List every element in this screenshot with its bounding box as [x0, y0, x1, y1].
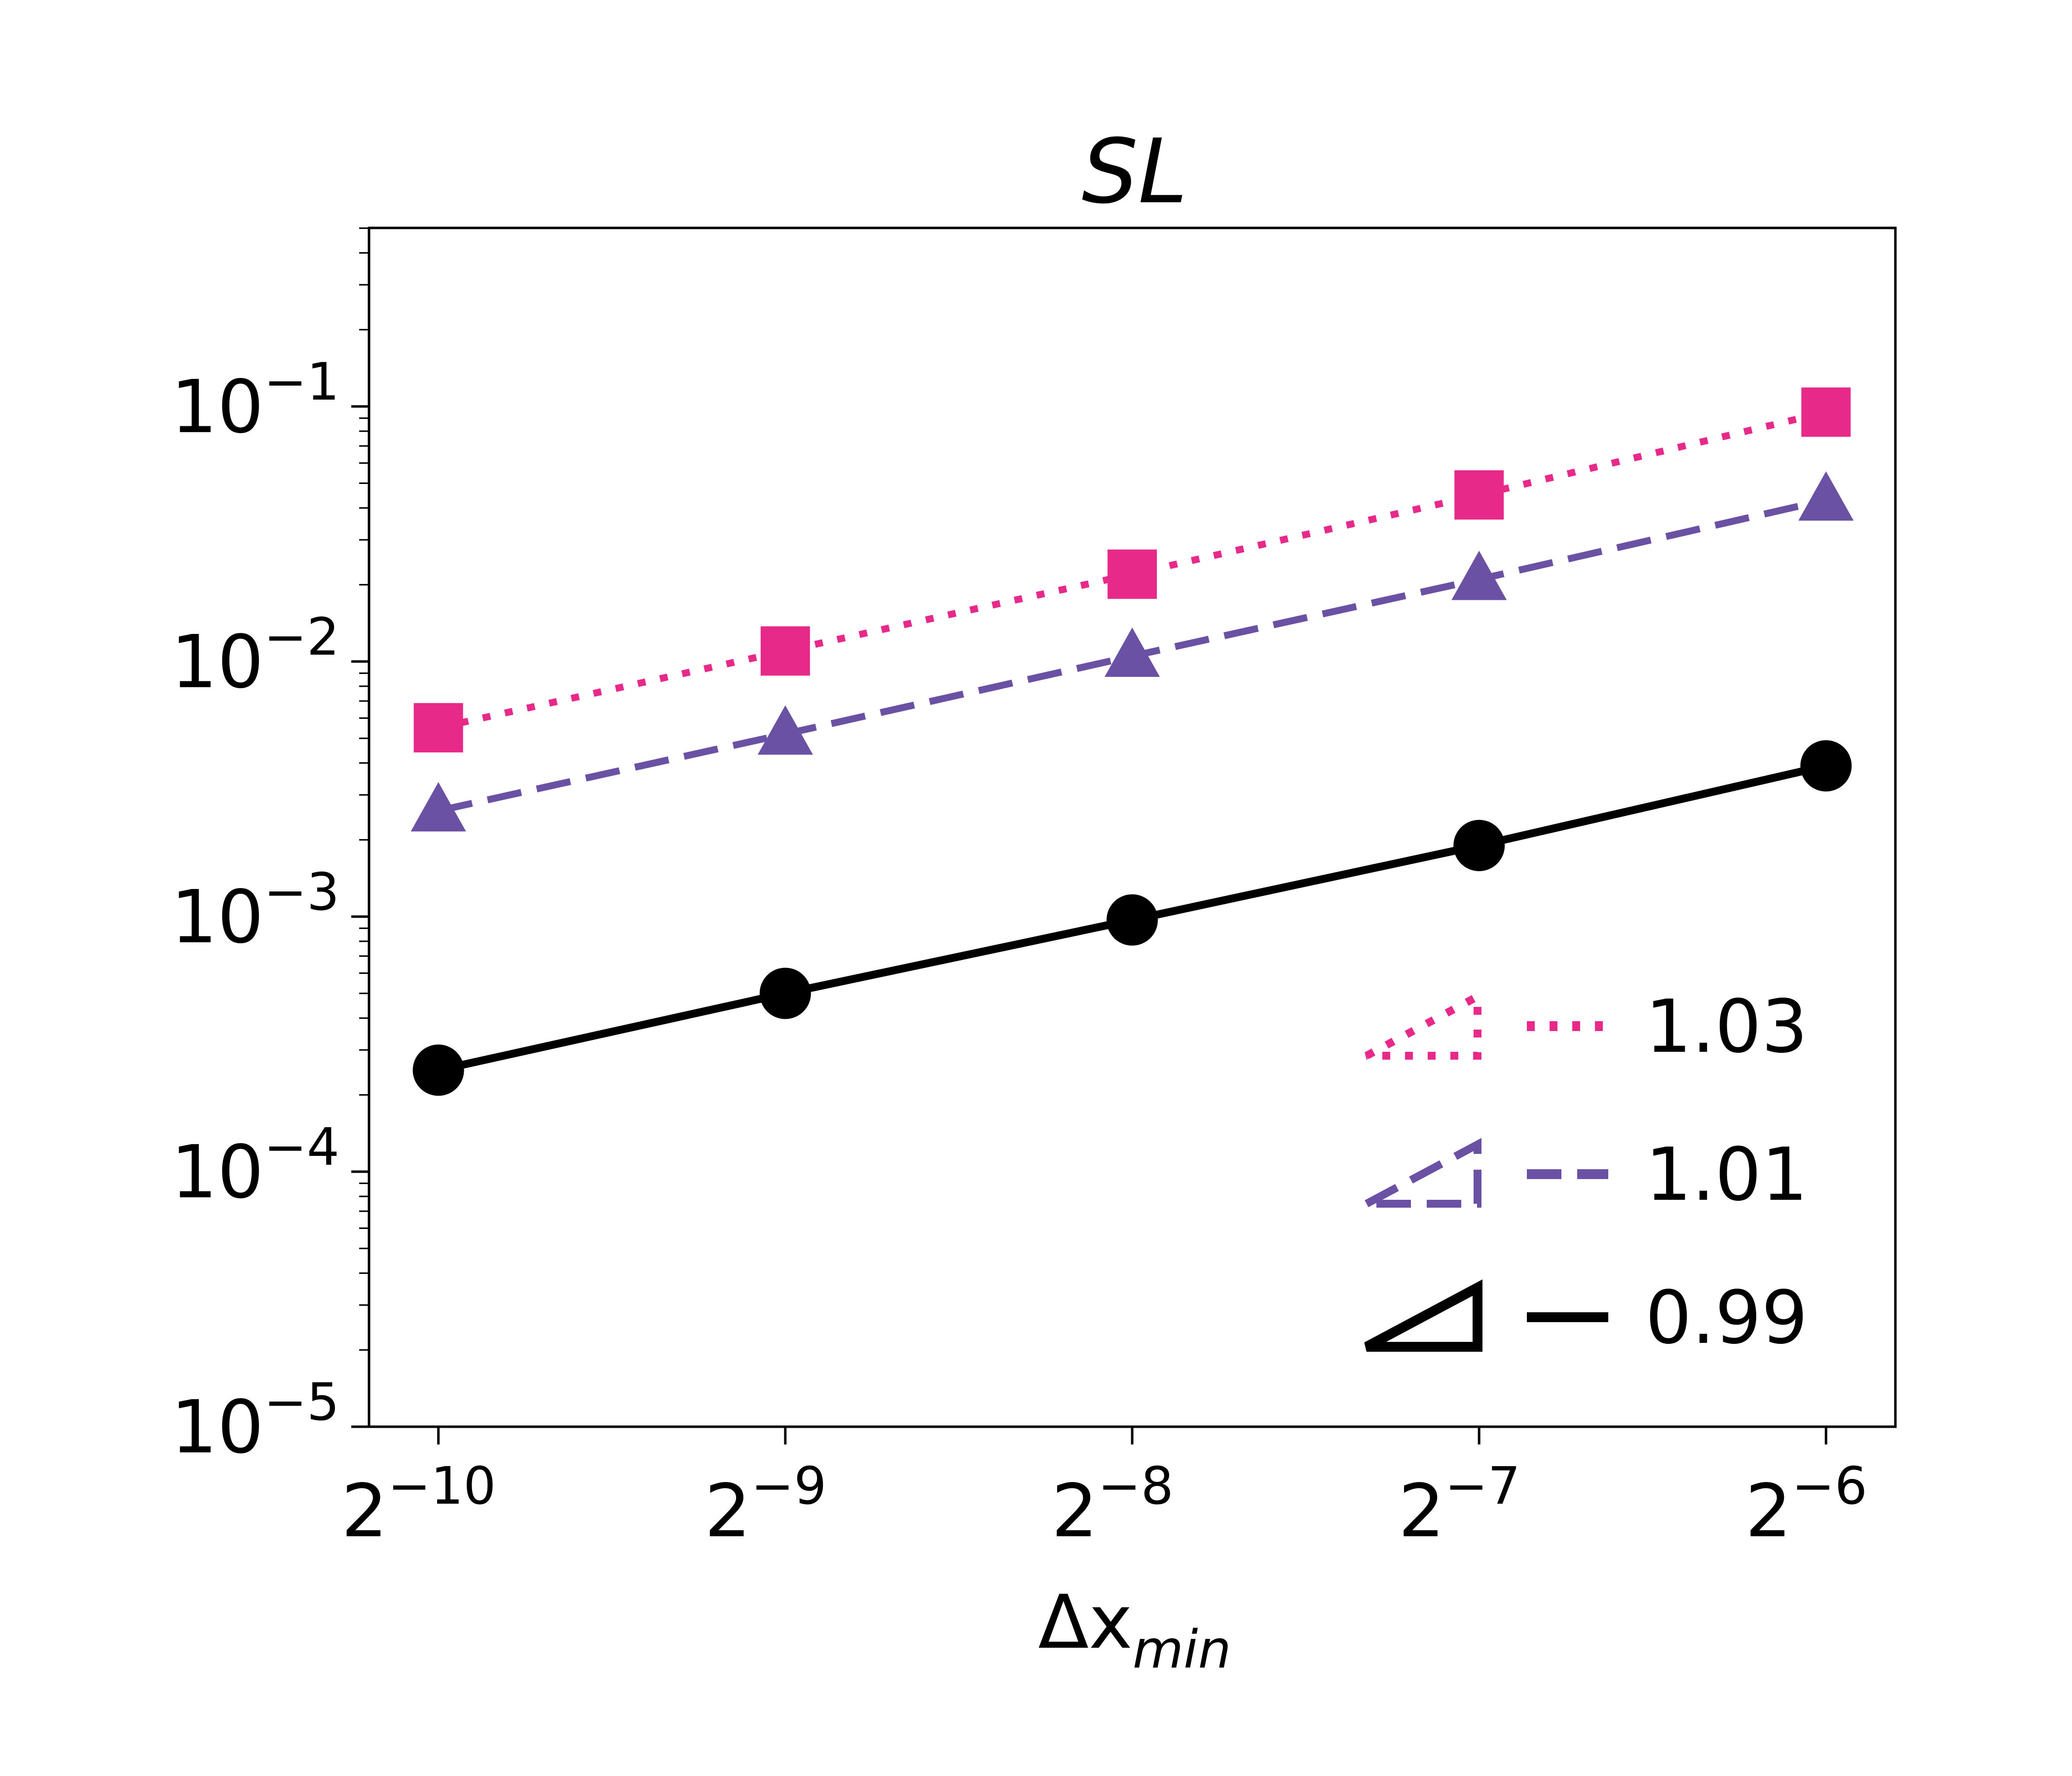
- y-tick-label-exponent: −5: [264, 1372, 339, 1432]
- data-point-purple-dashed-2: [1105, 627, 1160, 677]
- series-layer: [410, 387, 1854, 1096]
- y-tick-label-exponent: −4: [264, 1117, 339, 1177]
- x-tick-label-base: 2: [1051, 1469, 1098, 1554]
- data-point-purple-dashed-1: [757, 705, 813, 755]
- y-tick-label-base: 10: [171, 1385, 263, 1470]
- y-tick-label-3: 10−4: [171, 1117, 339, 1215]
- legend-label-purple-dashed: 1.01: [1645, 1132, 1808, 1217]
- x-tick-label-2: 2−8: [1051, 1456, 1173, 1554]
- y-tick-label-exponent: −2: [264, 607, 339, 667]
- x-tick-label-exponent: −6: [1792, 1456, 1867, 1516]
- data-point-purple-dashed-4: [1798, 471, 1854, 521]
- x-tick-label-exponent: −9: [751, 1456, 826, 1516]
- data-point-pink-dotted-3: [1454, 470, 1504, 520]
- x-tick-label-exponent: −7: [1445, 1456, 1520, 1516]
- y-tick-label-base: 10: [171, 620, 263, 704]
- x-tick-label-3: 2−7: [1398, 1456, 1520, 1554]
- x-axis-label: Δxmin: [1038, 1580, 1231, 1680]
- y-tick-label-exponent: −3: [264, 862, 339, 922]
- x-axis-label-symbol: Δx: [1038, 1580, 1132, 1665]
- x-tick-label-exponent: −8: [1098, 1456, 1173, 1516]
- y-tick-label-base: 10: [171, 365, 263, 449]
- data-point-pink-dotted-1: [760, 626, 810, 676]
- x-axis: 2−10 2−9 2−8 2−7 2−6: [341, 1427, 1867, 1554]
- x-tick-label-exponent: −10: [388, 1456, 496, 1516]
- legend-label-pink-dotted: 1.03: [1645, 984, 1808, 1069]
- legend-slope-triangle-pink-dotted: [1365, 990, 1481, 1060]
- x-tick-label-base: 2: [704, 1469, 751, 1554]
- y-tick-label-1: 10−2: [171, 607, 339, 704]
- data-point-black-solid-0: [412, 1044, 464, 1096]
- data-point-black-solid-4: [1800, 740, 1852, 792]
- minor-ticks: [359, 227, 369, 1351]
- x-axis-label-subscript: min: [1133, 1619, 1231, 1680]
- x-tick-label-1: 2−9: [704, 1456, 826, 1554]
- y-tick-label-base: 10: [171, 875, 263, 960]
- x-tick-label-base: 2: [1745, 1469, 1792, 1554]
- y-axis: 10−110−210−310−410−5: [171, 352, 369, 1470]
- y-tick-label-0: 10−1: [171, 352, 339, 449]
- y-tick-label-base: 10: [171, 1130, 263, 1215]
- plot-area: [368, 226, 1897, 1428]
- legend: 1.03 1.01 0.99: [1364, 984, 1808, 1360]
- data-point-purple-dashed-3: [1451, 551, 1507, 600]
- x-tick-label-base: 2: [341, 1469, 388, 1554]
- data-point-pink-dotted-0: [413, 703, 463, 753]
- data-point-pink-dotted-4: [1801, 387, 1851, 437]
- data-point-black-solid-3: [1453, 819, 1505, 871]
- x-tick-label-0: 2−10: [341, 1456, 496, 1554]
- y-tick-label-exponent: −1: [264, 352, 339, 412]
- legend-slope-triangle-purple-dashed: [1365, 1138, 1481, 1208]
- data-point-purple-dashed-0: [410, 782, 466, 832]
- legend-slope-triangle-black-solid: [1364, 1279, 1482, 1352]
- x-tick-label-4: 2−6: [1745, 1456, 1867, 1554]
- legend-label-black-solid: 0.99: [1645, 1275, 1808, 1360]
- data-point-pink-dotted-2: [1108, 549, 1157, 599]
- chart-title: SL: [1082, 120, 1188, 223]
- data-point-black-solid-1: [759, 967, 811, 1019]
- y-tick-label-4: 10−5: [171, 1372, 339, 1470]
- y-tick-label-2: 10−3: [171, 862, 339, 960]
- data-point-black-solid-2: [1107, 894, 1158, 946]
- x-tick-label-base: 2: [1398, 1469, 1444, 1554]
